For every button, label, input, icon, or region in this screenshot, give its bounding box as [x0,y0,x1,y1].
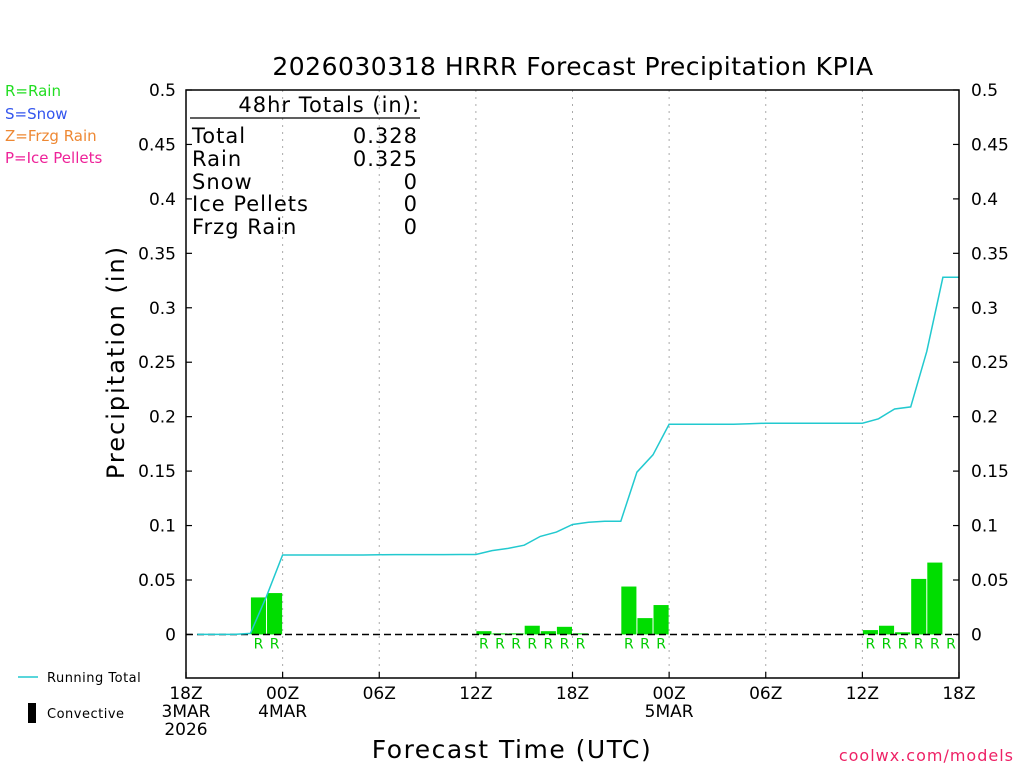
running-total-legend-label: Running Total [47,671,141,686]
x-tick-label: 5MAR [645,702,694,722]
x-tick-label: 12Z [459,684,492,704]
precip-bar [476,631,492,635]
y-tick-label-left: 0 [165,625,176,645]
bottom-legend: Running Total Convective [18,671,141,723]
bar-series [250,562,943,635]
y-tick-label-left: 0.3 [149,299,176,319]
y-tick-label-right: 0.45 [971,135,1009,155]
totals-label-ice-pellets: Ice Pellets [192,192,309,216]
y-tick-label-right: 0.3 [971,299,998,319]
y-tick-label-left: 0.2 [149,408,176,428]
totals-value-frzg-rain: 0 [404,215,418,239]
convective-legend-swatch [28,703,36,723]
y-axis-label: Precipitation (in) [102,245,130,479]
x-tick-label: 06Z [363,684,396,704]
y-tick-label-left: 0.25 [138,353,176,373]
y-tick-label-left: 0.35 [138,244,176,264]
totals-value-ice-pellets: 0 [404,192,418,216]
precip-type-marker: R [946,636,956,652]
x-tick-label: 18Z [556,684,589,704]
precip-type-marker: R [866,636,876,652]
precip-type-marker: R [914,636,924,652]
y-tick-label-right: 0.35 [971,244,1009,264]
precip-type-marker: R [527,636,537,652]
precip-bar [267,593,283,635]
x-tick-label: 12Z [846,684,879,704]
precip-bar [524,625,540,635]
precip-bar [911,578,927,635]
y-tick-label-right: 0.15 [971,462,1009,482]
precip-type-marker: R [495,636,505,652]
y-tick-label-right: 0.05 [971,571,1009,591]
x-tick-label: 06Z [749,684,782,704]
precip-bar [556,626,572,635]
chart-title: 2026030318 HRRR Forecast Precipitation K… [272,52,873,81]
totals-heading: 48hr Totals (in): [238,93,420,117]
precip-type-marker: R [479,636,489,652]
x-tick-label: 4MAR [258,702,307,722]
y-tick-label-right: 0 [971,625,982,645]
precip-type-marker: R [882,636,892,652]
x-tick-label: 18Z [169,684,202,704]
totals-label-total: Total [191,124,246,148]
precip-type-marker: R [640,636,650,652]
totals-value-snow: 0 [404,170,418,194]
x-tick-label: 00Z [652,684,685,704]
x-tick-label: 00Z [266,684,299,704]
y-tick-label-right: 0.25 [971,353,1009,373]
precip-type-marker: R [254,636,264,652]
precip-type-marker: R [270,636,280,652]
totals-value-rain: 0.325 [353,147,418,171]
precip-type-marker: R [511,636,521,652]
y-axis-ticks: 0.5 0.5 0.45 0.45 0.4 0.4 0.35 0.35 0.3 0.3 0.25 0.… [138,81,1009,645]
grid-lines [282,90,863,678]
legend-rain: R=Rain [5,82,61,100]
precip-type-marker: R [898,636,908,652]
y-tick-label-left: 0.5 [149,81,176,101]
legend-frzg-rain: Z=Frzg Rain [5,127,97,145]
precip-bar [621,586,637,635]
totals-box: 48hr Totals (in): Total 0.328 Rain 0.325… [190,93,420,239]
precip-type-marker: R [930,636,940,652]
totals-label-frzg-rain: Frzg Rain [192,215,297,239]
precip-bar [862,630,878,635]
precip-bar [540,631,556,635]
y-tick-label-left: 0.45 [138,135,176,155]
precip-type-marker: R [624,636,634,652]
legend-ice-pellets: P=Ice Pellets [5,149,102,167]
precip-type-legend: R=Rain S=Snow Z=Frzg Rain P=Ice Pellets [5,82,102,167]
x-tick-label: 3MAR [162,702,211,722]
precip-bar [653,605,669,635]
precip-bar [895,632,911,635]
y-tick-label-left: 0.1 [149,517,176,537]
precip-type-marker: R [543,636,553,652]
y-tick-label-left: 0.05 [138,571,176,591]
convective-legend-label: Convective [47,707,125,722]
y-tick-label-right: 0.4 [971,190,998,210]
y-tick-label-right: 0.1 [971,517,998,537]
x-axis-label: Forecast Time (UTC) [372,735,652,764]
precip-type-marker: R [560,636,570,652]
y-tick-label-left: 0.15 [138,462,176,482]
y-tick-label-left: 0.4 [149,190,176,210]
precip-bar [637,618,653,635]
precip-bar [573,633,589,635]
x-tick-label: 18Z [942,684,975,704]
x-tick-label: 2026 [164,720,207,740]
precip-bar [927,562,943,635]
precip-type-marker: R [656,636,666,652]
precip-bar [878,625,895,635]
totals-label-snow: Snow [192,170,253,194]
legend-snow: S=Snow [5,105,68,123]
running-total-line [197,276,959,636]
y-tick-label-right: 0.2 [971,408,998,428]
y-tick-label-right: 0.5 [971,81,998,101]
credit-text: coolwx.com/models [839,746,1014,765]
totals-label-rain: Rain [192,147,242,171]
precip-type-marker: R [576,636,586,652]
totals-value-total: 0.328 [353,124,418,148]
